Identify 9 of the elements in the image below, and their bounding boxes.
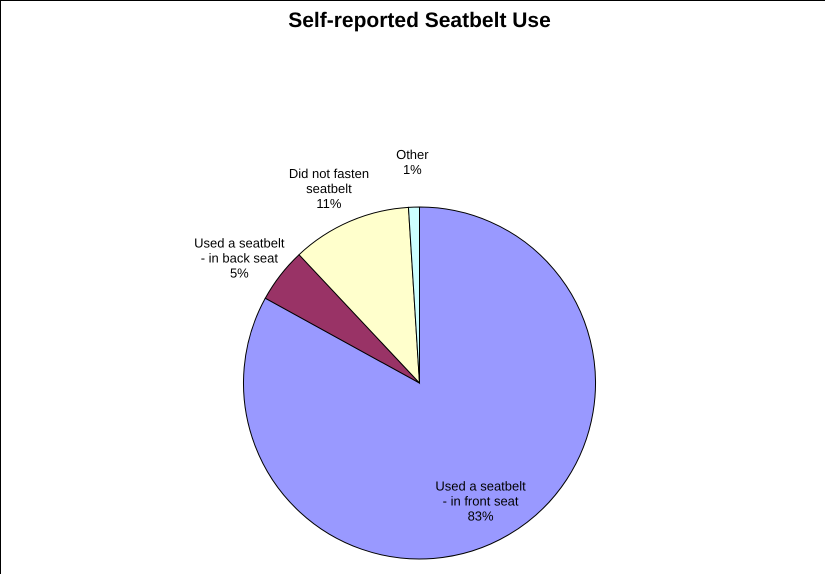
slice-label: Did not fasten seatbelt bbox=[288, 166, 370, 196]
data-label: 83% bbox=[468, 508, 494, 524]
chart-title: Self-reported Seatbelt Use bbox=[288, 9, 551, 32]
slice-label: Other bbox=[396, 147, 430, 162]
slice-label: Used a seatbelt - in front seat bbox=[435, 478, 526, 508]
data-label: 1% bbox=[402, 162, 422, 178]
data-label: 11% bbox=[316, 196, 342, 211]
data-label: 5% bbox=[230, 265, 250, 280]
slice-label: Used a seatbelt - in back seat bbox=[194, 235, 285, 266]
